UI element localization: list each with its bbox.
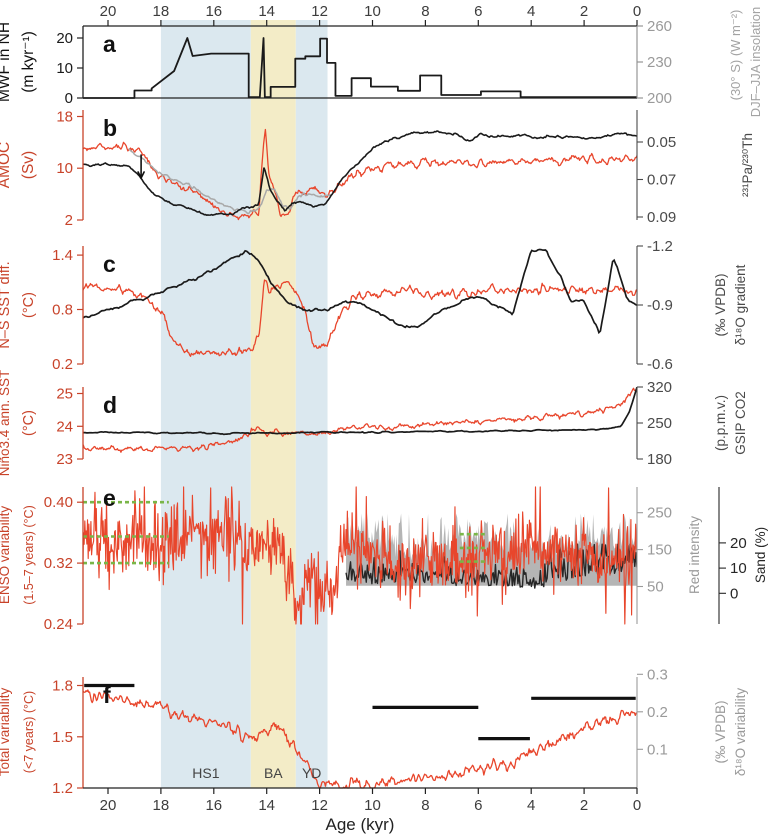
svg-text:0: 0 (65, 90, 73, 107)
svg-text:(°C): (°C) (21, 292, 37, 318)
svg-text:YD: YD (302, 765, 321, 781)
svg-text:(<7 years) (°C): (<7 years) (°C) (22, 691, 36, 773)
svg-text:1.2: 1.2 (52, 780, 73, 797)
svg-text:0.32: 0.32 (44, 555, 73, 572)
svg-text:(°C): (°C) (21, 410, 37, 436)
svg-text:180: 180 (647, 451, 672, 468)
svg-text:a: a (103, 31, 116, 57)
svg-text:DJF–JJA insolation: DJF–JJA insolation (748, 7, 763, 118)
svg-text:14: 14 (258, 3, 275, 20)
svg-text:12: 12 (311, 797, 328, 814)
svg-text:b: b (103, 115, 117, 141)
svg-text:12: 12 (311, 3, 328, 20)
svg-text:MWF in NH: MWF in NH (0, 22, 13, 102)
svg-text:0.09: 0.09 (647, 209, 676, 226)
svg-text:Niño3.4 ann. SST: Niño3.4 ann. SST (0, 370, 12, 477)
svg-text:8: 8 (421, 797, 429, 814)
svg-text:Age (kyr): Age (kyr) (326, 815, 395, 834)
svg-text:ENSO variability: ENSO variability (0, 506, 12, 605)
svg-text:d: d (103, 392, 117, 418)
svg-text:0: 0 (633, 797, 641, 814)
svg-text:6: 6 (474, 3, 482, 20)
svg-text:320: 320 (647, 379, 672, 396)
svg-text:150: 150 (647, 542, 672, 559)
svg-text:0.05: 0.05 (647, 134, 676, 151)
svg-text:18: 18 (56, 109, 73, 126)
svg-text:GSIP CO2: GSIP CO2 (733, 391, 748, 455)
svg-text:20: 20 (100, 3, 117, 20)
svg-text:250: 250 (647, 505, 672, 522)
svg-text:10: 10 (56, 60, 73, 77)
svg-text:Sand (%): Sand (%) (753, 527, 768, 583)
svg-text:18: 18 (153, 797, 170, 814)
svg-text:-0.6: -0.6 (647, 356, 673, 373)
svg-text:16: 16 (205, 3, 222, 20)
svg-text:1.4: 1.4 (52, 247, 73, 264)
svg-text:0: 0 (633, 3, 641, 20)
svg-text:20: 20 (100, 797, 117, 814)
svg-text:4: 4 (527, 3, 535, 20)
svg-text:0.07: 0.07 (647, 172, 676, 189)
svg-text:N–S SST diff.: N–S SST diff. (0, 261, 13, 348)
svg-text:0.24: 0.24 (44, 616, 73, 633)
svg-text:10: 10 (730, 560, 747, 577)
svg-text:2: 2 (580, 3, 588, 20)
svg-text:25: 25 (56, 386, 73, 403)
svg-text:1.5: 1.5 (52, 729, 73, 746)
svg-text:0.40: 0.40 (44, 494, 73, 511)
svg-text:260: 260 (647, 18, 672, 35)
svg-text:δ¹⁸O gradient: δ¹⁸O gradient (733, 264, 748, 345)
svg-text:24: 24 (56, 418, 73, 435)
svg-text:16: 16 (205, 797, 222, 814)
svg-text:(‰ VPDB): (‰ VPDB) (713, 273, 728, 336)
svg-text:0.2: 0.2 (52, 356, 73, 373)
svg-text:10: 10 (56, 160, 73, 177)
svg-text:0.1: 0.1 (647, 741, 668, 758)
svg-text:20: 20 (730, 535, 747, 552)
svg-text:8: 8 (421, 3, 429, 20)
svg-text:1.8: 1.8 (52, 678, 73, 695)
svg-text:Red intensity: Red intensity (687, 516, 702, 594)
svg-text:c: c (103, 251, 116, 277)
svg-text:10: 10 (364, 797, 381, 814)
svg-text:0.2: 0.2 (647, 704, 668, 721)
svg-text:(m kyr⁻¹): (m kyr⁻¹) (20, 31, 37, 93)
svg-text:0.3: 0.3 (647, 666, 668, 683)
svg-text:(1.5–7 years) (°C): (1.5–7 years) (°C) (22, 505, 36, 604)
svg-text:Total variability: Total variability (0, 687, 12, 776)
svg-text:-1.2: -1.2 (647, 238, 673, 255)
svg-text:(Sv): (Sv) (20, 151, 37, 179)
svg-text:HS1: HS1 (192, 765, 219, 781)
svg-text:14: 14 (258, 797, 275, 814)
svg-text:2: 2 (65, 212, 73, 229)
svg-text:2: 2 (580, 797, 588, 814)
svg-text:50: 50 (647, 579, 664, 596)
svg-text:f: f (103, 682, 111, 708)
svg-text:(30° S) (W m⁻²): (30° S) (W m⁻²) (728, 10, 743, 101)
svg-text:4: 4 (527, 797, 535, 814)
svg-text:-0.9: -0.9 (647, 297, 673, 314)
svg-text:δ¹⁸O variability: δ¹⁸O variability (733, 688, 748, 776)
svg-text:23: 23 (56, 451, 73, 468)
svg-text:0.8: 0.8 (52, 302, 73, 319)
svg-text:²³¹Pa/²³⁰Th: ²³¹Pa/²³⁰Th (740, 133, 755, 197)
svg-text:(p.p.m.v.): (p.p.m.v.) (713, 395, 728, 451)
svg-text:6: 6 (474, 797, 482, 814)
svg-text:200: 200 (647, 90, 672, 107)
svg-text:BA: BA (264, 765, 283, 781)
svg-text:10: 10 (364, 3, 381, 20)
svg-text:20: 20 (56, 30, 73, 47)
svg-text:0: 0 (730, 585, 738, 602)
svg-text:(‰ VPDB): (‰ VPDB) (713, 700, 728, 763)
svg-text:230: 230 (647, 54, 672, 71)
svg-text:e: e (103, 485, 116, 511)
svg-text:AMOC: AMOC (0, 142, 13, 189)
svg-text:18: 18 (153, 3, 170, 20)
svg-text:250: 250 (647, 415, 672, 432)
